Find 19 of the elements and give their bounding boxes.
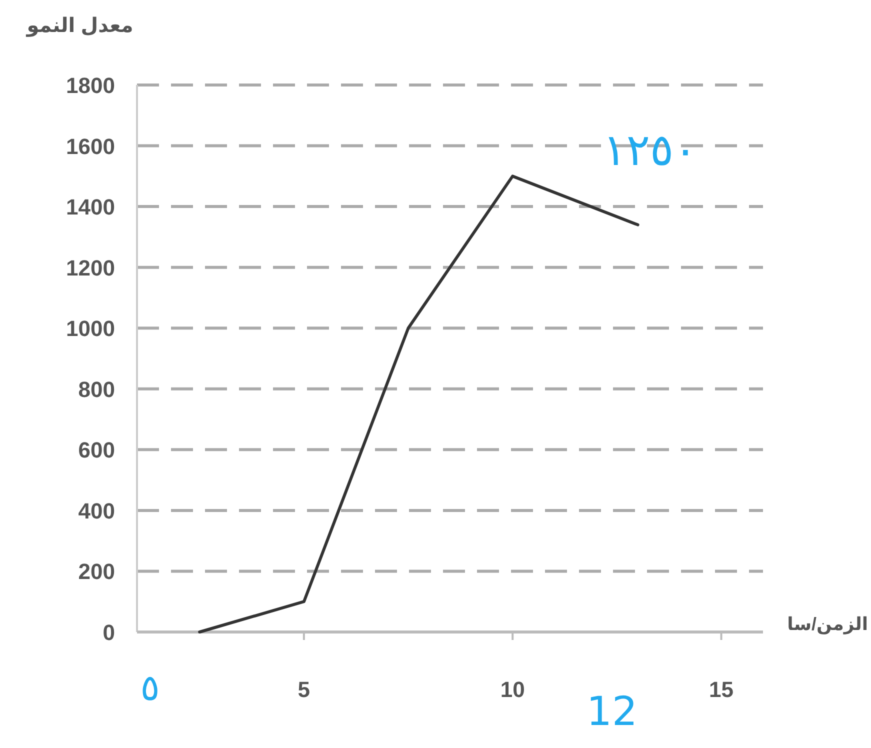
y-tick-label: 400 <box>78 498 115 524</box>
y-tick-label: 1600 <box>66 134 115 159</box>
x-tick-label: 10 <box>500 677 525 702</box>
y-tick-label: 1000 <box>66 316 115 342</box>
y-tick-label: 200 <box>78 559 115 584</box>
text: ٥ <box>140 668 160 709</box>
y-tick-label: 800 <box>78 376 115 402</box>
x-tick-label: 5 <box>298 677 310 702</box>
line-series <box>198 174 640 634</box>
y-tick-label: 600 <box>78 438 115 463</box>
y-tick-label: 0 <box>102 620 115 645</box>
y-tick-label: 1400 <box>66 194 115 220</box>
x-axis-title: الزمن/سا <box>787 614 868 635</box>
y-tick-label: 1800 <box>66 73 115 98</box>
y-tick-label: 1200 <box>66 255 115 280</box>
text: 12 <box>586 689 638 735</box>
x-tick-label: 15 <box>709 677 734 702</box>
y-axis-title: معدل النمو <box>26 15 134 37</box>
annotation: ١٢٥٠ <box>602 125 698 176</box>
